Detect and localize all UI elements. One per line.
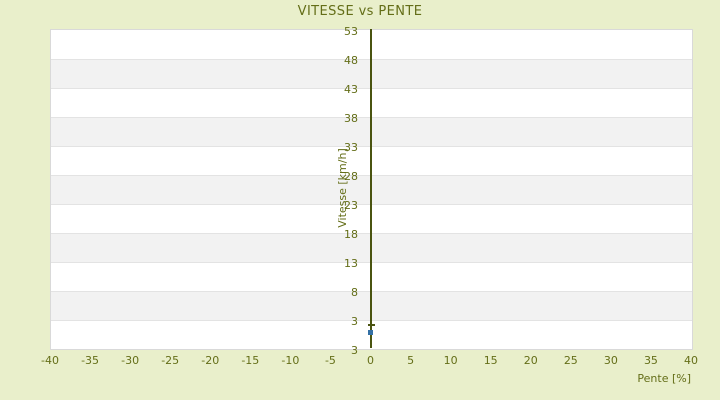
zero-axis-line — [369, 29, 372, 348]
grid-line — [51, 233, 692, 234]
y-tick-label: 23 — [344, 199, 358, 212]
grid-line — [51, 117, 692, 118]
x-tick-label: -25 — [161, 354, 180, 367]
grid-line — [51, 146, 692, 147]
x-tick-label: 35 — [643, 354, 658, 367]
x-tick-label: -5 — [324, 354, 336, 367]
grid-line — [51, 175, 692, 176]
x-tick-label: -15 — [241, 354, 260, 367]
error-bar-cap — [367, 323, 375, 326]
x-tick-label: 15 — [483, 354, 498, 367]
grid-line — [51, 59, 692, 60]
x-tick-label: 30 — [603, 354, 618, 367]
grid-line — [51, 204, 692, 205]
grid-line — [51, 320, 692, 321]
error-bar-line — [370, 324, 372, 333]
grid-line — [51, 88, 692, 89]
y-tick-label: 53 — [344, 25, 358, 38]
y-tick-label: 48 — [344, 54, 358, 67]
x-tick-label: 40 — [684, 354, 698, 367]
y-tick-label: 3 — [351, 344, 358, 357]
plot-area — [50, 29, 693, 350]
y-tick-label: 33 — [344, 141, 358, 154]
grid-band — [51, 233, 692, 262]
y-tick-label: 8 — [351, 286, 358, 299]
x-tick-label: -35 — [81, 354, 100, 367]
grid-band — [51, 117, 692, 146]
grid-band — [51, 204, 692, 233]
y-tick-label: 13 — [344, 257, 358, 270]
y-tick-label: 18 — [344, 228, 358, 241]
grid-band — [51, 175, 692, 204]
grid-band — [51, 291, 692, 320]
x-tick-label: 10 — [443, 354, 458, 367]
x-tick-label: -40 — [41, 354, 59, 367]
grid-line — [51, 262, 692, 263]
data-point-marker — [368, 330, 373, 336]
x-tick-label: 25 — [563, 354, 578, 367]
x-tick-label: -30 — [121, 354, 140, 367]
y-tick-label: 28 — [344, 170, 358, 183]
x-tick-label: -10 — [281, 354, 300, 367]
x-tick-label: 0 — [367, 354, 374, 367]
grid-band — [51, 146, 692, 175]
y-tick-label: 3 — [351, 315, 358, 328]
grid-band — [51, 262, 692, 291]
grid-band — [51, 59, 692, 88]
x-axis-title: Pente [%] — [637, 372, 691, 385]
y-tick-label: 43 — [344, 83, 358, 96]
y-tick-label: 38 — [344, 112, 358, 125]
x-tick-label: -20 — [201, 354, 220, 367]
grid-line — [51, 291, 692, 292]
x-tick-label: 5 — [407, 354, 415, 367]
grid-band — [51, 88, 692, 117]
x-tick-label: 20 — [523, 354, 538, 367]
grid-band — [51, 30, 692, 59]
chart-title: VITESSE vs PENTE — [297, 4, 423, 19]
